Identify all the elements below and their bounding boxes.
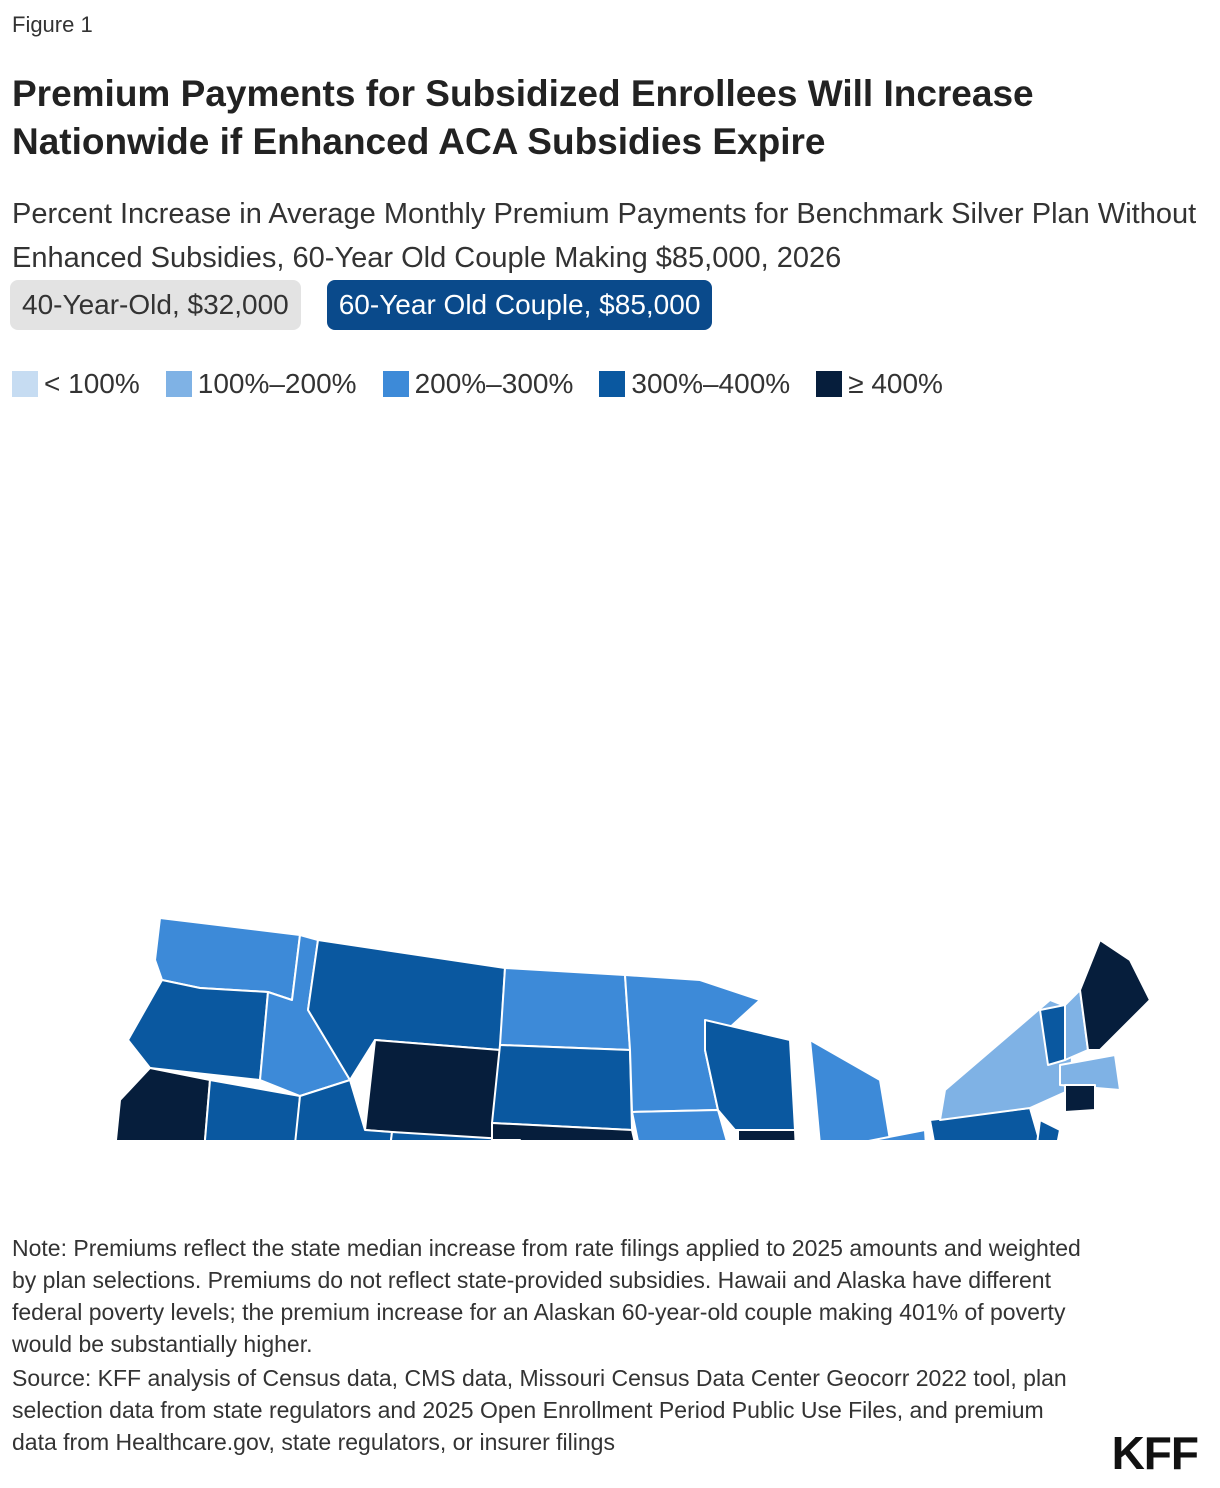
legend: < 100% 100%–200% 200%–300% 300%–400% ≥ 4… bbox=[12, 368, 943, 400]
state-region-me[interactable] bbox=[1079, 939, 1151, 1051]
state-region-sd[interactable] bbox=[491, 1044, 633, 1131]
state-region-il[interactable] bbox=[737, 1129, 800, 1140]
state-region-or[interactable] bbox=[127, 979, 269, 1081]
legend-item-under-100: < 100% bbox=[12, 368, 140, 400]
chart-source: Source: KFF analysis of Census data, CMS… bbox=[12, 1365, 1067, 1455]
state-region-nj[interactable] bbox=[1035, 1119, 1061, 1140]
legend-label: 200%–300% bbox=[414, 368, 574, 399]
legend-label: ≥ 400% bbox=[848, 368, 943, 399]
legend-swatch bbox=[165, 371, 192, 397]
chart-subtitle: Percent Increase in Average Monthly Prem… bbox=[12, 198, 1197, 274]
kff-logo: KFF bbox=[1111, 1427, 1199, 1479]
state-region-ca[interactable] bbox=[115, 1067, 312, 1140]
legend-label: 100%–200% bbox=[197, 368, 357, 399]
legend-item-200-300: 200%–300% bbox=[382, 368, 574, 400]
state-region-co[interactable] bbox=[378, 1131, 521, 1140]
state-region-ne[interactable] bbox=[491, 1122, 648, 1140]
legend-swatch bbox=[12, 371, 38, 397]
us-choropleth-map bbox=[115, 917, 1151, 1140]
legend-swatch bbox=[382, 371, 409, 397]
legend-item-100-200: 100%–200% bbox=[165, 368, 357, 400]
state-region-wi[interactable] bbox=[704, 1019, 796, 1131]
state-region-ct[interactable] bbox=[1064, 1084, 1096, 1113]
state-region-wy[interactable] bbox=[364, 1039, 501, 1140]
chart-note: Note: Premiums reflect the state median … bbox=[12, 1235, 1081, 1357]
legend-label: < 100% bbox=[44, 368, 140, 399]
figure-label: Figure 1 bbox=[12, 12, 93, 37]
state-region-ia[interactable] bbox=[631, 1109, 738, 1140]
legend-swatch bbox=[599, 371, 626, 397]
state-region-nv[interactable] bbox=[204, 1079, 301, 1140]
state-region-ma[interactable] bbox=[1059, 1054, 1121, 1091]
toggle-60-year-old-couple[interactable]: 60-Year Old Couple, $85,000 bbox=[326, 280, 713, 330]
legend-swatch bbox=[816, 371, 843, 397]
legend-item-400-plus: ≥ 400% bbox=[816, 368, 943, 400]
chart-title: Premium Payments for Subsidized Enrollee… bbox=[12, 73, 1034, 162]
state-region-nd[interactable] bbox=[499, 967, 631, 1051]
state-region-oh[interactable] bbox=[848, 1129, 930, 1140]
legend-label: 300%–400% bbox=[631, 368, 791, 399]
toggle-40-year-old[interactable]: 40-Year-Old, $32,000 bbox=[10, 280, 301, 330]
state-regions bbox=[115, 917, 1151, 1140]
state-region-mi[interactable] bbox=[809, 1039, 891, 1140]
toggle-group: 40-Year-Old, $32,000 60-Year Old Couple,… bbox=[10, 280, 713, 330]
legend-item-300-400: 300%–400% bbox=[599, 368, 790, 400]
